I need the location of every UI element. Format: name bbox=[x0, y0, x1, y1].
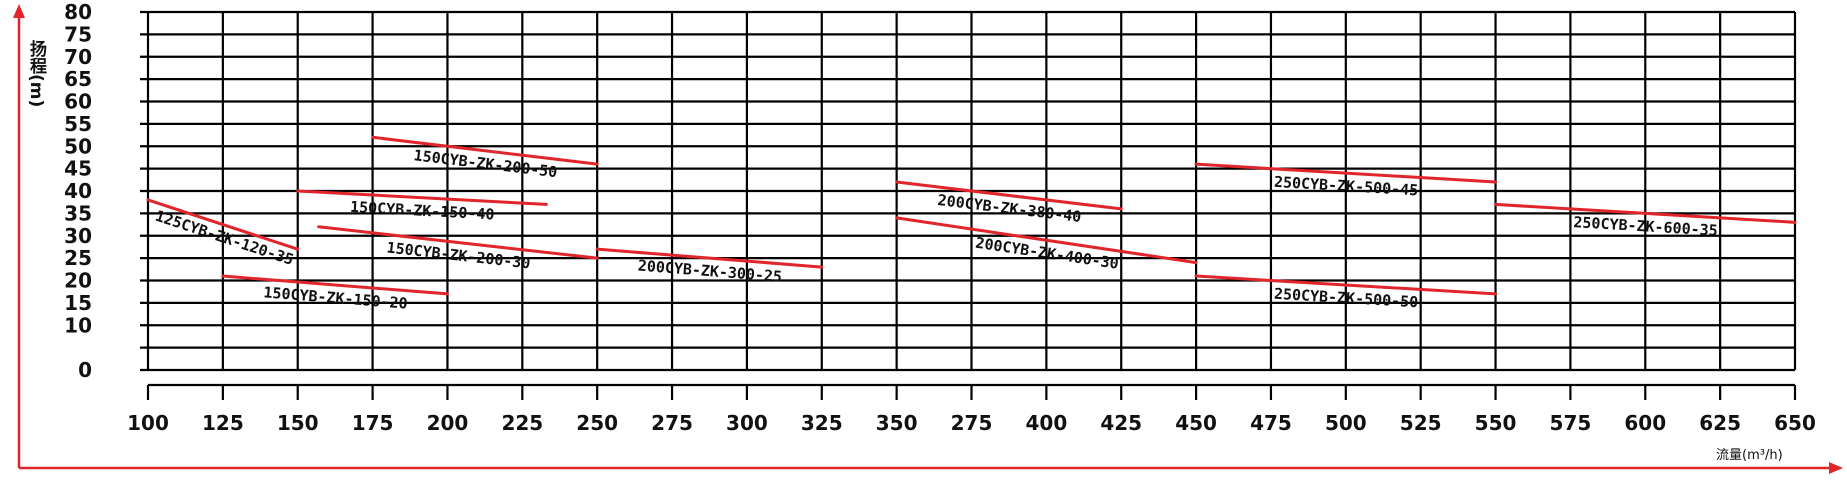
x-axis-label: 流量(m³/h) bbox=[1716, 448, 1783, 463]
x-tick-label: 325 bbox=[801, 411, 843, 435]
pump-curve bbox=[1494, 202, 1797, 224]
pump-curve bbox=[371, 135, 599, 166]
y-tick-label: 65 bbox=[64, 67, 92, 91]
curve-label: 125CYB-ZK-120-35 bbox=[153, 207, 296, 269]
y-tick-label: 0 bbox=[78, 358, 92, 382]
pump-curve bbox=[146, 198, 300, 251]
y-tick-label: 55 bbox=[64, 112, 92, 136]
y-tick-label: 80 bbox=[64, 0, 92, 24]
x-axis-arrow-icon bbox=[1829, 462, 1843, 474]
x-tick-label: 600 bbox=[1624, 411, 1666, 435]
y-tick-label: 70 bbox=[64, 45, 92, 69]
y-tick-label: 45 bbox=[64, 157, 92, 181]
y-axis-label: 扬程(m) bbox=[26, 39, 47, 107]
x-tick-label: 250 bbox=[576, 411, 618, 435]
x-tick-label: 200 bbox=[427, 411, 469, 435]
x-tick-label: 275 bbox=[951, 411, 993, 435]
x-tick-label: 550 bbox=[1475, 411, 1517, 435]
pump-curve bbox=[595, 247, 824, 269]
x-tick-label: 100 bbox=[127, 411, 169, 435]
pump-curve bbox=[317, 225, 599, 260]
chart-axes bbox=[13, 4, 1843, 474]
x-tick-label: 300 bbox=[726, 411, 768, 435]
x-tick-label: 275 bbox=[651, 411, 693, 435]
y-tick-label: 60 bbox=[64, 90, 92, 114]
x-tick-label: 175 bbox=[352, 411, 394, 435]
y-tick-label: 25 bbox=[64, 246, 92, 270]
x-axis-ticks: 100 125 150 175 200 225 250 275 300 325 350 275 400 4… bbox=[127, 411, 1816, 435]
pump-curves bbox=[146, 135, 1797, 296]
x-tick-label: 125 bbox=[202, 411, 244, 435]
y-tick-label: 50 bbox=[64, 134, 92, 158]
pump-curve bbox=[895, 180, 1123, 211]
x-tick-label: 150 bbox=[277, 411, 319, 435]
x-tick-label: 625 bbox=[1699, 411, 1741, 435]
y-tick-label: 15 bbox=[64, 291, 92, 315]
y-tick-label: 30 bbox=[64, 224, 92, 248]
pump-curve bbox=[296, 189, 548, 206]
y-tick-label: 10 bbox=[64, 313, 92, 337]
chart-grid bbox=[140, 10, 1797, 400]
x-tick-label: 425 bbox=[1100, 411, 1142, 435]
x-tick-label: 400 bbox=[1025, 411, 1067, 435]
x-tick-label: 475 bbox=[1250, 411, 1292, 435]
x-tick-label: 450 bbox=[1175, 411, 1217, 435]
y-tick-label: 35 bbox=[64, 201, 92, 225]
x-tick-label: 225 bbox=[501, 411, 543, 435]
x-tick-label: 650 bbox=[1774, 411, 1816, 435]
x-tick-label: 525 bbox=[1400, 411, 1442, 435]
x-tick-label: 575 bbox=[1550, 411, 1592, 435]
y-tick-label: 20 bbox=[64, 269, 92, 293]
y-axis-arrow-icon bbox=[13, 4, 25, 18]
x-tick-label: 500 bbox=[1325, 411, 1367, 435]
pump-curve bbox=[895, 216, 1198, 265]
y-tick-label: 75 bbox=[64, 22, 92, 46]
pump-curve bbox=[1194, 162, 1498, 184]
y-tick-label: 40 bbox=[64, 179, 92, 203]
pump-curve bbox=[221, 274, 449, 296]
pump-curve bbox=[1194, 274, 1498, 296]
x-tick-label: 350 bbox=[876, 411, 918, 435]
